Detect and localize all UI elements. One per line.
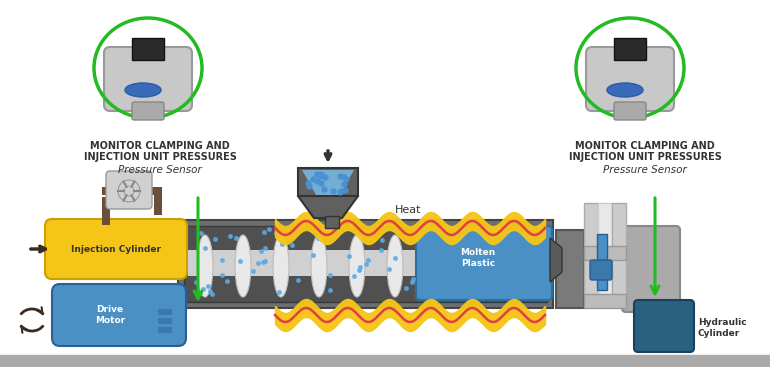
Text: Heat: Heat <box>395 205 421 215</box>
Ellipse shape <box>235 235 251 297</box>
Bar <box>184 226 547 302</box>
Text: Drive
Motor: Drive Motor <box>95 305 125 325</box>
Text: Pressure Sensor: Pressure Sensor <box>603 165 687 175</box>
Bar <box>612 203 626 295</box>
Polygon shape <box>298 168 358 196</box>
FancyBboxPatch shape <box>634 300 694 352</box>
Bar <box>102 197 110 225</box>
Polygon shape <box>550 238 562 282</box>
Bar <box>556 230 584 308</box>
Bar <box>102 187 162 195</box>
Polygon shape <box>302 170 354 195</box>
Bar <box>158 309 172 315</box>
Text: Pressure Sensor: Pressure Sensor <box>118 165 202 175</box>
Ellipse shape <box>501 235 517 297</box>
Ellipse shape <box>273 235 289 297</box>
Ellipse shape <box>607 83 643 97</box>
Bar <box>158 318 172 324</box>
FancyBboxPatch shape <box>590 260 612 280</box>
Bar <box>154 193 162 215</box>
Bar <box>178 220 553 308</box>
Bar <box>584 294 626 308</box>
Text: Injection Cylinder: Injection Cylinder <box>71 244 161 254</box>
Ellipse shape <box>463 235 479 297</box>
FancyBboxPatch shape <box>586 47 674 111</box>
FancyBboxPatch shape <box>106 171 152 209</box>
Bar <box>0 355 770 367</box>
Text: INJECTION UNIT PRESSURES: INJECTION UNIT PRESSURES <box>84 152 236 162</box>
Bar <box>598 203 612 295</box>
Ellipse shape <box>387 235 403 297</box>
Ellipse shape <box>425 235 441 297</box>
Text: Molten
Plastic: Molten Plastic <box>460 248 496 268</box>
FancyBboxPatch shape <box>622 226 680 312</box>
FancyBboxPatch shape <box>45 219 187 279</box>
Ellipse shape <box>311 235 327 297</box>
Text: MONITOR CLAMPING AND: MONITOR CLAMPING AND <box>575 141 715 151</box>
FancyBboxPatch shape <box>614 102 646 120</box>
Bar <box>584 203 598 295</box>
Bar <box>158 327 172 333</box>
Bar <box>325 216 339 228</box>
Bar <box>597 234 607 290</box>
Bar <box>188 250 543 276</box>
Ellipse shape <box>197 235 213 297</box>
FancyBboxPatch shape <box>416 226 552 300</box>
Polygon shape <box>298 196 358 218</box>
Ellipse shape <box>125 83 161 97</box>
Text: MONITOR CLAMPING AND: MONITOR CLAMPING AND <box>90 141 230 151</box>
FancyBboxPatch shape <box>52 284 186 346</box>
Bar <box>132 38 164 60</box>
FancyBboxPatch shape <box>104 47 192 111</box>
Bar <box>614 38 646 60</box>
Text: Hydraulic
Cylinder: Hydraulic Cylinder <box>698 318 747 338</box>
Bar <box>584 246 626 260</box>
Ellipse shape <box>349 235 365 297</box>
FancyBboxPatch shape <box>132 102 164 120</box>
Text: INJECTION UNIT PRESSURES: INJECTION UNIT PRESSURES <box>568 152 721 162</box>
